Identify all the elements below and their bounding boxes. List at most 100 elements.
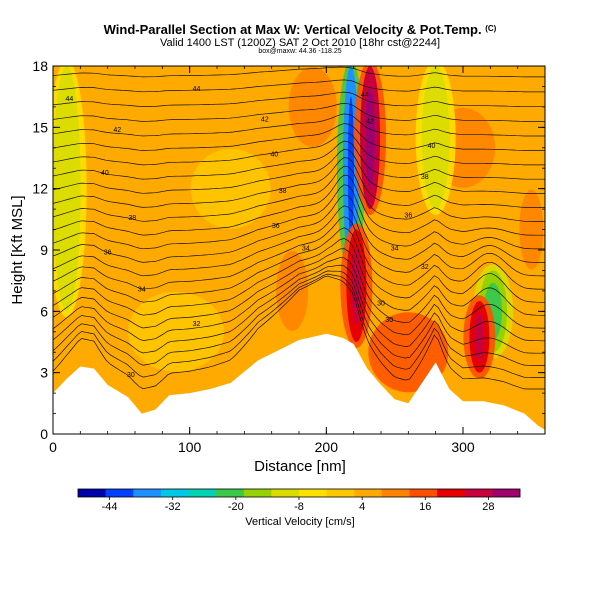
isentrope-line xyxy=(53,270,545,366)
y-tick-label: 15 xyxy=(32,119,48,135)
velocity-feature-core xyxy=(351,246,362,326)
velocity-feature-core xyxy=(474,311,485,362)
x-tick-label: 100 xyxy=(178,439,202,455)
colorbar-tick-label: -44 xyxy=(102,501,118,513)
isentrope-line xyxy=(53,54,545,62)
isentrope-line xyxy=(53,216,545,290)
isentrope-line xyxy=(53,132,545,166)
isentrope-label: 30 xyxy=(377,301,385,308)
colorbar-swatch xyxy=(354,489,383,497)
colorbar-tick-label: 16 xyxy=(419,501,431,513)
velocity-feature-core xyxy=(347,96,354,240)
isentrope-label: 42 xyxy=(366,119,374,126)
colorbar-swatch xyxy=(78,489,106,497)
isentrope-line xyxy=(53,238,545,316)
isentrope-label: 44 xyxy=(66,96,74,103)
isentrope-label: 42 xyxy=(113,127,121,134)
field-patch xyxy=(128,291,224,372)
colorbar-swatch xyxy=(243,489,272,497)
x-tick-label: 300 xyxy=(451,439,475,455)
isentrope-line xyxy=(53,91,545,108)
colorbar-swatch xyxy=(299,489,327,497)
colorbar-tick-label: 28 xyxy=(482,501,494,513)
y-axis-label: Height [Kft MSL] xyxy=(9,195,26,304)
isentrope-label: 44 xyxy=(361,92,369,99)
chart-coords: box@maxw: 44.36 -118.25 xyxy=(258,48,342,55)
colorbar-swatch xyxy=(409,489,438,497)
velocity-feature-core xyxy=(426,87,445,188)
isentrope-line xyxy=(53,0,545,1)
y-tick-label: 0 xyxy=(40,426,48,442)
colorbar: -44 -32 -20 -8 4 16 28 xyxy=(77,488,521,513)
field-patch xyxy=(519,189,544,270)
velocity-feature-core xyxy=(57,102,76,275)
chart-title-text: Wind-Parallel Section at Max W: Vertical… xyxy=(103,22,482,37)
isentrope-label: 34 xyxy=(138,286,146,293)
y-tick-label: 9 xyxy=(40,242,48,258)
colorbar-label: Vertical Velocity [cm/s] xyxy=(245,516,355,528)
isentrope-line xyxy=(53,273,545,378)
colorbar-tick-label: -20 xyxy=(228,501,244,513)
isentrope-label: 32 xyxy=(193,321,201,328)
colorbar-swatch xyxy=(381,489,410,497)
field-patch xyxy=(99,210,116,290)
copyright-mark: (C) xyxy=(485,24,497,33)
terrain-mask xyxy=(53,333,545,434)
isentrope-label: 30 xyxy=(127,372,135,379)
colorbar-tick-label: -32 xyxy=(165,501,181,513)
isentrope-label: 32 xyxy=(421,264,429,271)
colorbar-swatch xyxy=(216,489,245,497)
isentrope-line xyxy=(53,140,545,180)
velocity-feature-core xyxy=(365,87,376,188)
isentrope-label: 38 xyxy=(279,188,287,195)
isentrope-line xyxy=(53,227,545,303)
field-patch xyxy=(190,148,271,229)
isentrope-label: 44 xyxy=(193,86,201,93)
colorbar-swatch xyxy=(492,489,521,497)
isentrope-label: 42 xyxy=(261,117,269,124)
isentrope-line xyxy=(53,26,545,32)
isentrope-line xyxy=(53,205,545,277)
isentrope-line xyxy=(53,184,545,250)
isentrope-line xyxy=(53,149,545,194)
colorbar-swatch xyxy=(105,489,134,497)
isentrope-line xyxy=(53,165,545,222)
velocity-field xyxy=(53,66,545,434)
isentrope-line xyxy=(53,103,545,122)
isentrope-label: 38 xyxy=(421,174,429,181)
colorbar-swatch xyxy=(188,489,217,497)
isentrope-line xyxy=(53,40,545,47)
colorbar-swatch xyxy=(326,489,355,497)
colorbar-swatch xyxy=(133,489,162,497)
isentrope-label: 34 xyxy=(391,245,399,252)
isentrope-line xyxy=(53,11,545,16)
isentrope-label: 34 xyxy=(302,245,310,252)
isentrope-line xyxy=(53,264,545,354)
isentrope-label: 36 xyxy=(104,250,112,257)
isentrope-line xyxy=(53,248,545,329)
isentrope-label: 40 xyxy=(271,151,279,158)
y-tick-label: 12 xyxy=(32,181,48,197)
isentrope-line xyxy=(53,194,545,263)
colorbar-tick-label: -8 xyxy=(294,501,304,513)
isentrope-line xyxy=(53,79,545,93)
isentrope-line xyxy=(53,257,545,342)
colorbar-swatch xyxy=(437,489,466,497)
isentrope-line xyxy=(53,66,545,78)
isentrope-line xyxy=(53,123,545,151)
x-axis-label: Distance [nm] xyxy=(254,458,346,475)
isentrope-label: 36 xyxy=(272,223,280,230)
y-tick-label: 6 xyxy=(40,303,48,319)
isentrope-line xyxy=(53,113,545,137)
y-tick-label: 18 xyxy=(32,58,48,74)
field-patch xyxy=(288,66,337,147)
isentrope-label: 38 xyxy=(128,215,136,222)
isentrope-label: 30 xyxy=(385,317,393,324)
chart-title: Wind-Parallel Section at Max W: Vertical… xyxy=(0,22,600,37)
x-tick-label: 0 xyxy=(49,439,57,455)
isentrope-label: 40 xyxy=(101,170,109,177)
colorbar-swatch xyxy=(464,489,493,497)
x-tick-label: 200 xyxy=(315,439,339,455)
isentrope-label: 40 xyxy=(428,143,436,150)
